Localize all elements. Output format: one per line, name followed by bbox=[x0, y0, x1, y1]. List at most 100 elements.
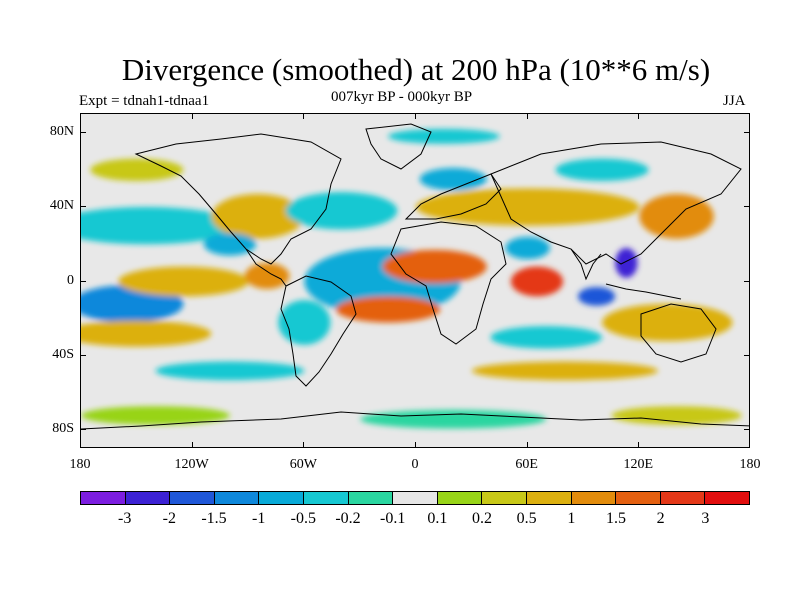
lon-label: 120W bbox=[174, 457, 209, 472]
colorbar-label: 3 bbox=[701, 510, 710, 527]
lat-label: 40N bbox=[49, 198, 74, 214]
southern-ocean-band-2 bbox=[471, 361, 658, 381]
coastline-australia bbox=[640, 303, 717, 363]
lon-tick bbox=[526, 113, 528, 119]
lon-tick bbox=[303, 113, 305, 119]
lat-tick bbox=[80, 429, 86, 431]
colorbar-swatch bbox=[81, 492, 126, 504]
lon-label: 120E bbox=[623, 457, 654, 472]
colorbar-label: 0.1 bbox=[427, 510, 448, 527]
lon-tick bbox=[80, 113, 81, 119]
south-atlantic-divergence bbox=[335, 296, 441, 323]
coastline-indonesia bbox=[605, 283, 682, 300]
colorbar-label: -1 bbox=[251, 510, 266, 527]
lon-label: 60W bbox=[289, 457, 317, 472]
lon-tick bbox=[749, 113, 750, 119]
arctic-band-2 bbox=[90, 158, 184, 181]
colorbar-swatch bbox=[125, 492, 171, 504]
colorbar-swatch bbox=[571, 492, 617, 504]
southern-ocean-band-1 bbox=[155, 361, 305, 381]
coastline-antarctica bbox=[81, 411, 749, 430]
lon-tick bbox=[415, 442, 416, 448]
period-label: 007kyr BP - 000kyr BP bbox=[331, 89, 473, 105]
lat-tick bbox=[744, 131, 750, 133]
colorbar-swatch bbox=[526, 492, 572, 504]
lat-label: 80N bbox=[49, 123, 74, 139]
colorbar-label: -0.5 bbox=[290, 510, 316, 527]
coastlines bbox=[81, 123, 749, 430]
lon-tick bbox=[638, 442, 640, 448]
europe-convergence bbox=[419, 167, 487, 191]
colorbar-swatch bbox=[259, 492, 304, 504]
south-america-convergence bbox=[278, 300, 331, 345]
season-label: JJA bbox=[723, 93, 746, 109]
colorbar-label: 1 bbox=[567, 510, 576, 527]
indian-ocean-south-convergence bbox=[490, 326, 603, 349]
lon-tick bbox=[526, 442, 528, 448]
eurasia-divergence bbox=[416, 188, 640, 226]
colorbar-label: 0.2 bbox=[472, 510, 492, 527]
lon-tick bbox=[80, 442, 81, 448]
lat-tick bbox=[80, 206, 86, 208]
lat-tick bbox=[744, 280, 750, 282]
lon-label: 180 bbox=[69, 457, 91, 472]
south-china-sea-convergence bbox=[615, 248, 638, 278]
colorbar-label: -1.5 bbox=[201, 510, 227, 527]
coastline-india bbox=[570, 248, 602, 281]
siberia-convergence bbox=[555, 158, 649, 181]
lon-label: 180 bbox=[739, 457, 761, 472]
lon-tick bbox=[415, 113, 416, 119]
coastline-greenland bbox=[365, 123, 432, 170]
east-asia-divergence bbox=[639, 194, 714, 239]
colorbar-label: 0.5 bbox=[516, 510, 537, 527]
lat-tick bbox=[744, 429, 750, 431]
coastline-south-america bbox=[280, 275, 357, 387]
coastline-europe bbox=[404, 173, 502, 220]
map-title: Divergence (smoothed) at 200 hPa (10**6 … bbox=[121, 52, 711, 87]
lon-tick bbox=[191, 113, 193, 119]
colorbar-swatch bbox=[437, 492, 483, 504]
colorbar-label: -0.1 bbox=[379, 510, 406, 527]
colorbar-swatch bbox=[214, 492, 260, 504]
australia-divergence bbox=[602, 303, 733, 342]
lon-label: 60E bbox=[515, 457, 538, 472]
coastline-africa bbox=[390, 221, 507, 345]
experiment-label: Expt = tdnah1-tdnaa1 bbox=[79, 93, 210, 109]
lat-label: 40S bbox=[52, 346, 74, 362]
colorbar-swatch bbox=[482, 492, 527, 504]
arabian-sea-convergence bbox=[505, 236, 550, 260]
lon-label: 0 bbox=[411, 457, 419, 472]
lat-label: 80S bbox=[52, 421, 74, 437]
lon-tick bbox=[749, 442, 750, 448]
lat-tick bbox=[80, 131, 86, 133]
lat-tick bbox=[744, 206, 750, 208]
lon-tick bbox=[303, 442, 305, 448]
central-america-divergence bbox=[244, 262, 290, 289]
colorbar bbox=[80, 491, 750, 505]
coastline-central-america bbox=[245, 248, 287, 287]
north-america-divergence bbox=[211, 194, 305, 239]
colorbar-label: -3 bbox=[117, 510, 132, 527]
colorbar-swatch bbox=[170, 492, 215, 504]
coastline-north-america bbox=[134, 133, 342, 265]
west-africa-divergence bbox=[382, 249, 487, 284]
lat-tick bbox=[80, 354, 86, 356]
antarctic-band-2 bbox=[360, 409, 547, 429]
lat-tick bbox=[744, 354, 750, 356]
lat-label: 0 bbox=[67, 272, 74, 288]
lon-tick bbox=[638, 113, 640, 119]
coastline-asia bbox=[490, 141, 742, 265]
colorbar-swatch bbox=[660, 492, 706, 504]
antarctic-band-1 bbox=[81, 406, 230, 425]
south-pacific-divergence bbox=[81, 320, 212, 347]
colorbar-label: -0.2 bbox=[335, 510, 361, 527]
lon-tick bbox=[191, 442, 193, 448]
north-pacific-convergence bbox=[81, 207, 240, 245]
east-pacific-divergence bbox=[118, 266, 249, 297]
colorbar-label: 1.5 bbox=[606, 510, 626, 527]
map-panel bbox=[80, 113, 750, 448]
colorbar-swatch bbox=[616, 492, 661, 504]
indian-ocean-divergence bbox=[510, 266, 564, 297]
colorbar-swatch bbox=[705, 492, 749, 504]
antarctic-band-3 bbox=[611, 406, 742, 425]
